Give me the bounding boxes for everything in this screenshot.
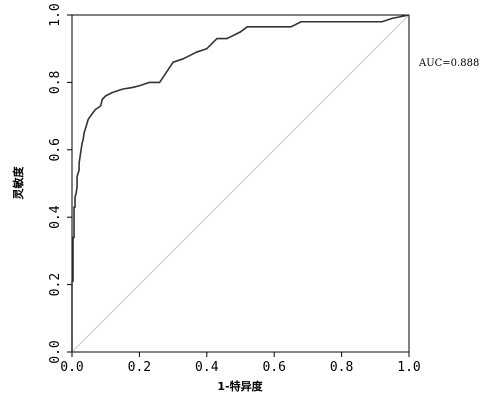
roc-point [196,51,198,53]
x-tick-label: 0.6 [262,360,285,375]
roc-point [226,37,228,40]
roc-point [341,21,343,23]
roc-point [148,81,151,83]
y-tick-label: 0.4 [48,205,63,229]
roc-point [87,118,89,121]
x-tick-label: 0.8 [330,360,353,375]
roc-curve-points [71,14,410,353]
roc-point [78,169,80,171]
roc-point [76,186,78,188]
roc-point [189,54,191,57]
x-axis-ticks: 0.0 0.2 0.4 0.6 0.8 1.0 [60,352,421,375]
roc-point [172,61,174,63]
roc-point [73,236,75,239]
roc-point [121,88,124,90]
roc-point [165,71,167,73]
roc-point [71,351,73,353]
roc-point [297,22,299,25]
roc-point [182,58,184,60]
roc-point [138,85,140,87]
y-tick-label: 0.0 [48,340,63,363]
roc-point [78,162,80,164]
plot-frame [71,14,410,353]
x-tick-label: 0.0 [60,360,83,375]
y-tick-label: 0.6 [48,138,63,161]
roc-point [324,21,326,23]
roc-point [290,26,292,28]
roc-point [73,206,75,208]
roc-point [101,98,103,100]
y-axis-ticks: 0.0 0.2 0.4 0.6 0.8 1.0 [48,3,72,364]
roc-point [132,86,134,89]
roc-point [72,236,74,239]
roc-point [111,91,114,94]
roc-point [159,81,161,83]
roc-point [246,26,248,28]
x-tick-label: 0.4 [195,360,219,375]
auc-annotation: AUC=0.888 [418,58,479,69]
roc-point [77,172,79,174]
x-tick-label: 0.2 [128,360,151,375]
roc-point [100,105,102,107]
roc-point [408,14,410,16]
roc-point [79,155,81,158]
roc-point [76,176,78,178]
y-tick-label: 0.2 [48,273,63,296]
roc-point [94,108,97,110]
reference-diagonal-line [71,14,410,353]
roc-point [74,196,76,198]
roc-point [81,142,83,144]
roc-point [273,26,275,28]
x-axis-title: 1-特异度 [217,379,263,393]
roc-point [71,280,73,282]
roc-point [105,95,107,97]
y-tick-label: 0.8 [48,71,63,94]
roc-point [72,280,74,282]
roc-point [85,125,87,127]
roc-point [82,139,84,141]
x-tick-label: 1.0 [397,360,420,375]
roc-point [74,206,76,208]
y-axis-title: 灵敏度 [11,166,25,200]
roc-point [300,21,302,23]
roc-point [216,37,218,40]
roc-point [256,26,258,28]
roc-point [89,115,92,117]
roc-point [381,21,383,23]
roc-point [83,132,85,134]
roc-point [75,193,77,195]
roc-point [206,48,208,50]
roc-point [357,21,360,23]
roc-point [391,17,393,19]
roc-point [92,112,94,114]
y-tick-label: 1.0 [48,3,63,26]
roc-point [239,31,242,33]
roc-point [307,21,309,23]
roc-point [80,149,82,151]
